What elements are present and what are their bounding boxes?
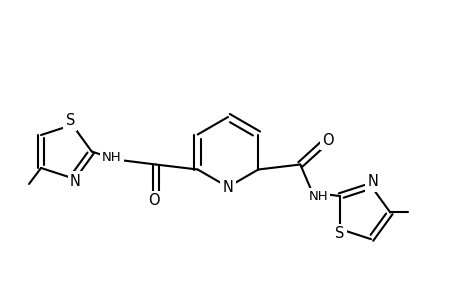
Text: N: N (70, 174, 81, 189)
Text: S: S (334, 226, 344, 242)
Text: NH: NH (308, 190, 327, 203)
Text: O: O (147, 193, 159, 208)
Text: S: S (66, 113, 75, 128)
Text: N: N (367, 174, 378, 189)
Text: N: N (222, 179, 233, 194)
Text: O: O (322, 133, 333, 148)
Text: NH: NH (102, 151, 122, 164)
